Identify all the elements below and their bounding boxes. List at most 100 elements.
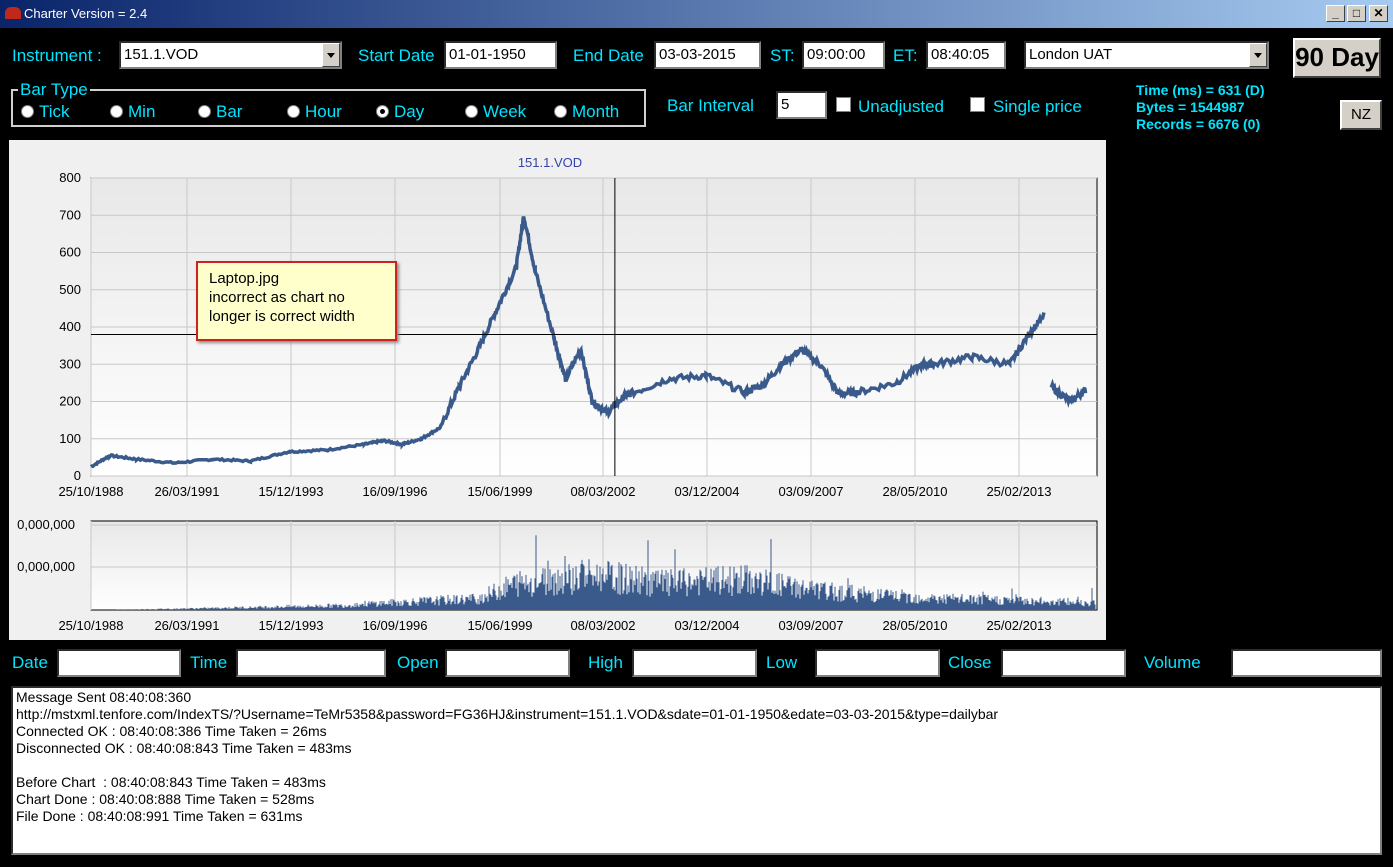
- chart-panel[interactable]: 151.1.VOD 0 100 200 300 400 500 600 700 800 25/1…: [9, 140, 1106, 640]
- high-output[interactable]: [632, 649, 757, 677]
- close-button[interactable]: ✕: [1369, 5, 1388, 22]
- bar-type-title: Bar Type: [18, 80, 90, 100]
- radio-dot[interactable]: [465, 105, 478, 118]
- price-y-tick-label: 800: [59, 170, 81, 185]
- price-x-tick-label: 08/03/2002: [570, 484, 635, 499]
- radio-dot[interactable]: [554, 105, 567, 118]
- radio-dot[interactable]: [198, 105, 211, 118]
- price-x-tick-label: 25/02/2013: [986, 484, 1051, 499]
- chevron-down-icon[interactable]: [1249, 43, 1267, 67]
- price-series: [89, 216, 1088, 469]
- single-price-label: Single price: [993, 97, 1082, 116]
- volume-x-tick-label: 03/12/2004: [674, 618, 739, 633]
- bar-type-label: Week: [483, 102, 527, 121]
- log-line: Before Chart : 08:40:08:843 Time Taken =…: [16, 774, 326, 790]
- open-output[interactable]: [445, 649, 570, 677]
- low-label: Low: [766, 653, 798, 672]
- radio-dot[interactable]: [287, 105, 300, 118]
- stats-time: Time (ms) = 631 (D): [1136, 82, 1265, 98]
- price-x-tick-label: 15/06/1999: [467, 484, 532, 499]
- volume-x-tick-label: 15/06/1999: [467, 618, 532, 633]
- price-x-tick-label: 03/12/2004: [674, 484, 739, 499]
- bar-interval-input[interactable]: 5: [776, 91, 827, 119]
- range-button[interactable]: 90 Day: [1293, 38, 1381, 78]
- unadjusted-checkbox[interactable]: [836, 97, 851, 112]
- bar-type-label: Month: [572, 102, 620, 121]
- time-label: Time: [190, 653, 228, 672]
- log-line: Chart Done : 08:40:08:888 Time Taken = 5…: [16, 791, 315, 807]
- price-x-tick-label: 03/09/2007: [778, 484, 843, 499]
- price-y-tick-label: 100: [59, 431, 81, 446]
- log-line: [16, 757, 1377, 774]
- volume-x-tick-label: 16/09/1996: [362, 618, 427, 633]
- price-x-tick-label: 28/05/2010: [882, 484, 947, 499]
- volume-x-tick-label: 03/09/2007: [778, 618, 843, 633]
- single-price-checkbox[interactable]: [970, 97, 985, 112]
- close-label: Close: [948, 653, 992, 672]
- price-y-tick-label: 700: [59, 207, 81, 222]
- start-date-label: Start Date: [358, 46, 435, 65]
- bar-type-label: Min: [128, 102, 156, 121]
- bar-interval-label: Bar Interval: [667, 96, 754, 115]
- volume-x-tick-label: 25/02/2013: [986, 618, 1051, 633]
- volume-x-tick-label: 08/03/2002: [570, 618, 635, 633]
- end-date-label: End Date: [573, 46, 644, 65]
- close-output[interactable]: [1001, 649, 1126, 677]
- start-date-input[interactable]: 01-01-1950: [444, 41, 557, 69]
- volume-x-tick-label: 25/10/1988: [58, 618, 123, 633]
- unadjusted-label: Unadjusted: [858, 97, 945, 116]
- volume-y-tick-label: 0,000,000: [17, 559, 75, 574]
- volume-output[interactable]: [1231, 649, 1382, 677]
- instrument-label: Instrument :: [12, 46, 102, 65]
- radio-dot[interactable]: [376, 105, 389, 118]
- minimize-button[interactable]: _: [1326, 5, 1345, 22]
- price-y-tick-label: 200: [59, 394, 81, 409]
- date-output[interactable]: [57, 649, 181, 677]
- radio-dot[interactable]: [110, 105, 123, 118]
- chevron-down-icon[interactable]: [322, 43, 340, 67]
- end-time-input[interactable]: 08:40:05: [926, 41, 1006, 69]
- price-y-tick-label: 500: [59, 282, 81, 297]
- server-select[interactable]: London UAT: [1024, 41, 1269, 69]
- price-y-tick-label: 600: [59, 245, 81, 260]
- annotation-line-2: incorrect as chart no: [209, 289, 345, 306]
- bar-type-label: Day: [394, 102, 425, 121]
- window-title: Charter Version = 2.4: [24, 6, 148, 21]
- time-output[interactable]: [236, 649, 386, 677]
- log-line: Message Sent 08:40:08:360: [16, 689, 192, 705]
- annotation-line-3: longer is correct width: [209, 308, 355, 325]
- price-x-tick-label: 25/10/1988: [58, 484, 123, 499]
- annotation-line-1: Laptop.jpg: [209, 270, 280, 287]
- chart-title: 151.1.VOD: [518, 155, 582, 170]
- bar-type-group: [11, 89, 646, 127]
- bar-type-label: Hour: [305, 102, 342, 121]
- server-value: London UAT: [1029, 46, 1113, 63]
- volume-label: Volume: [1144, 653, 1201, 672]
- nz-button[interactable]: NZ: [1340, 100, 1382, 130]
- app-icon: [5, 7, 21, 19]
- price-volume-chart[interactable]: 151.1.VOD 0 100 200 300 400 500 600 700 800 25/1…: [9, 140, 1106, 640]
- bar-type-label: Tick: [39, 102, 70, 121]
- radio-dot[interactable]: [21, 105, 34, 118]
- price-x-tick-label: 26/03/1991: [154, 484, 219, 499]
- message-log[interactable]: Message Sent 08:40:08:360 http://mstxml.t…: [11, 686, 1382, 855]
- start-time-input[interactable]: 09:00:00: [802, 41, 885, 69]
- end-date-input[interactable]: 03-03-2015: [654, 41, 761, 69]
- instrument-select[interactable]: 151.1.VOD: [119, 41, 342, 69]
- st-label: ST:: [770, 46, 795, 65]
- open-label: Open: [397, 653, 439, 672]
- annotation-note: Laptop.jpg incorrect as chart no longer …: [196, 261, 397, 341]
- price-x-tick-label: 15/12/1993: [258, 484, 323, 499]
- log-line: Disconnected OK : 08:40:08:843 Time Take…: [16, 740, 352, 756]
- high-label: High: [588, 653, 623, 672]
- instrument-value: 151.1.VOD: [124, 46, 199, 63]
- stats-bytes: Bytes = 1544987: [1136, 99, 1245, 115]
- volume-series: [116, 535, 1096, 610]
- volume-y-tick-label: 0,000,000: [17, 517, 75, 532]
- bar-type-label: Bar: [216, 102, 243, 121]
- price-y-tick-label: 0: [74, 468, 81, 483]
- log-line: Connected OK : 08:40:08:386 Time Taken =…: [16, 723, 327, 739]
- title-bar: Charter Version = 2.4 _ □ ✕: [0, 0, 1393, 28]
- low-output[interactable]: [815, 649, 940, 677]
- maximize-button[interactable]: □: [1347, 5, 1366, 22]
